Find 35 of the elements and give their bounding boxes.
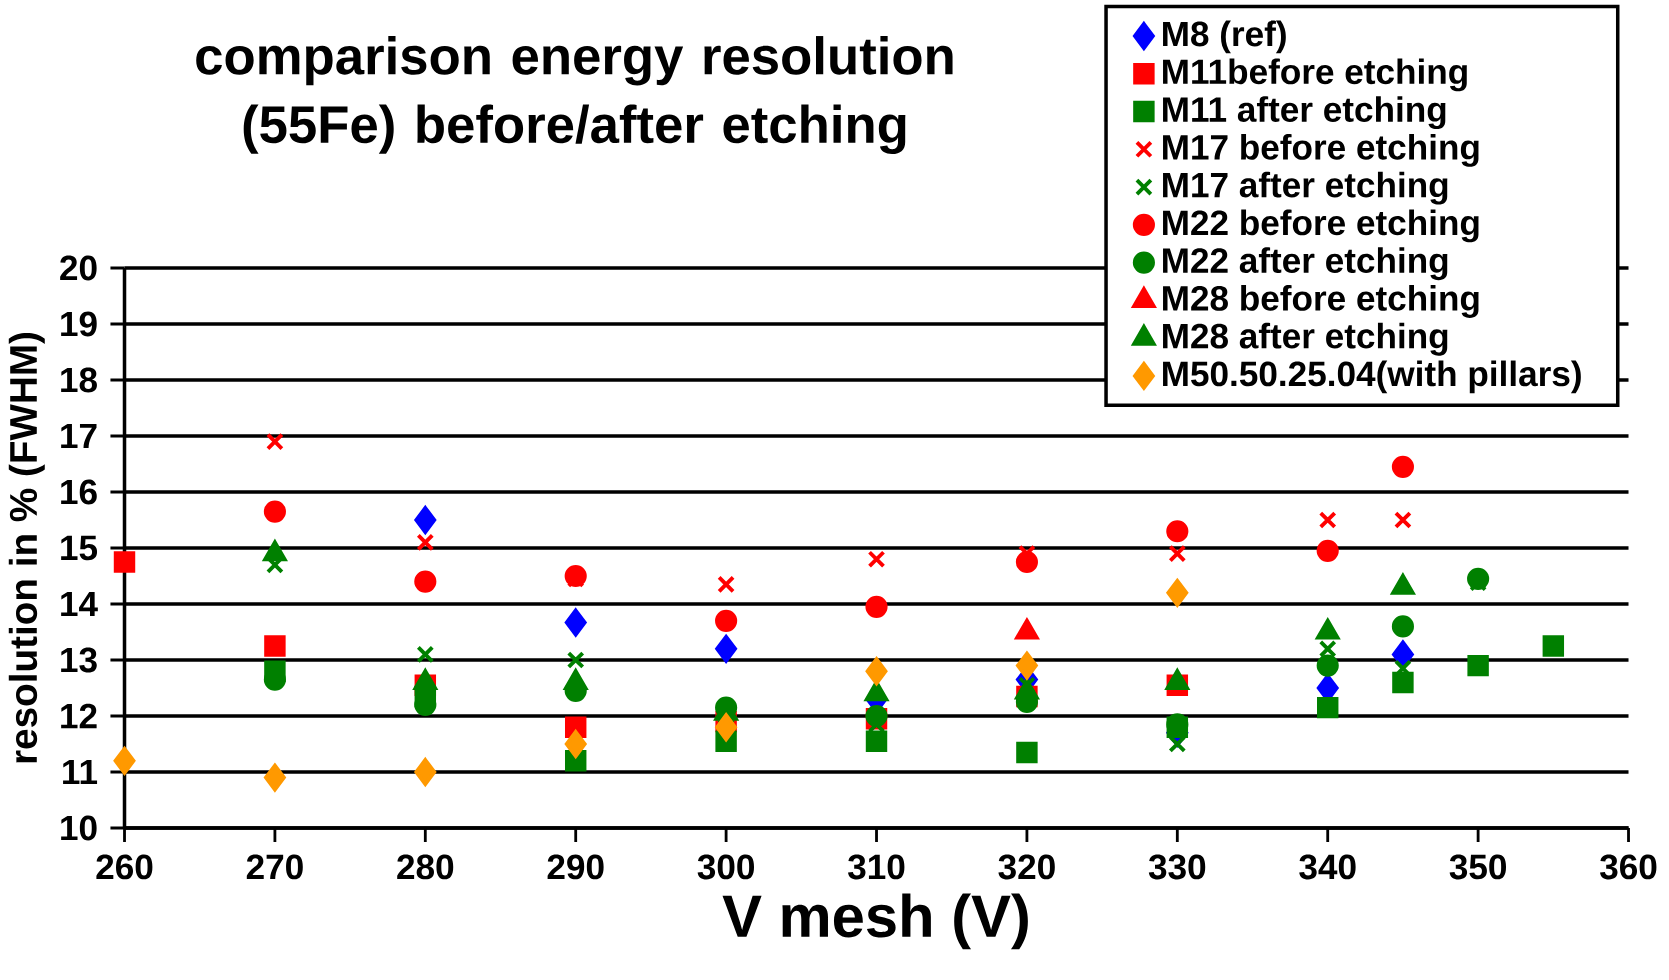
x-tick-label: 260	[96, 854, 153, 880]
legend-label: M28 after etching	[1163, 322, 1448, 356]
x-tick-label: 330	[1148, 854, 1206, 880]
legend-label: M22 before etching	[1163, 209, 1479, 243]
y-tick-label: 12	[61, 703, 97, 729]
y-tick-label: 20	[60, 255, 97, 281]
x-tick-label: 270	[246, 854, 303, 880]
y-tick-label: 13	[61, 647, 97, 673]
y-tick-label: 19	[61, 311, 97, 337]
x-tick-label: 340	[1299, 854, 1356, 880]
legend-label: M11before etching	[1163, 58, 1467, 92]
y-tick-label: 18	[61, 367, 97, 393]
legend-label: M8 (ref)	[1163, 20, 1286, 54]
chart-title: comparison energy resolution (55Fe) before/after etching	[196, 36, 953, 154]
legend-label: M17 before etching	[1163, 133, 1479, 167]
legend-label: M50.50.25.04(with pillars)	[1163, 360, 1581, 394]
y-tick-label: 14	[61, 591, 98, 617]
y-tick-label: 17	[61, 423, 97, 449]
x-tick-label: 280	[397, 854, 454, 880]
legend-label: M17 after etching	[1163, 171, 1448, 205]
y-tick-label: 11	[63, 759, 98, 785]
x-tick-label: 350	[1449, 854, 1507, 880]
legend-label: M28 before etching	[1163, 285, 1479, 318]
legend-label: M22 after etching	[1163, 247, 1448, 281]
x-tick-label: 300	[697, 854, 755, 880]
y-tick-label: 10	[61, 815, 97, 841]
x-tick-label: 360	[1600, 854, 1657, 880]
x-axis-title: V mesh (V)	[722, 893, 1028, 950]
x-tick-label: 310	[848, 854, 905, 880]
x-tick-label: 290	[547, 854, 604, 880]
y-tick-label: 16	[61, 479, 97, 505]
y-tick-label: 15	[61, 535, 98, 561]
y-axis-title: resolution in % (FWHM)	[8, 333, 45, 763]
legend-label: M11 after etching	[1163, 96, 1446, 130]
x-tick-label: 320	[998, 854, 1055, 880]
